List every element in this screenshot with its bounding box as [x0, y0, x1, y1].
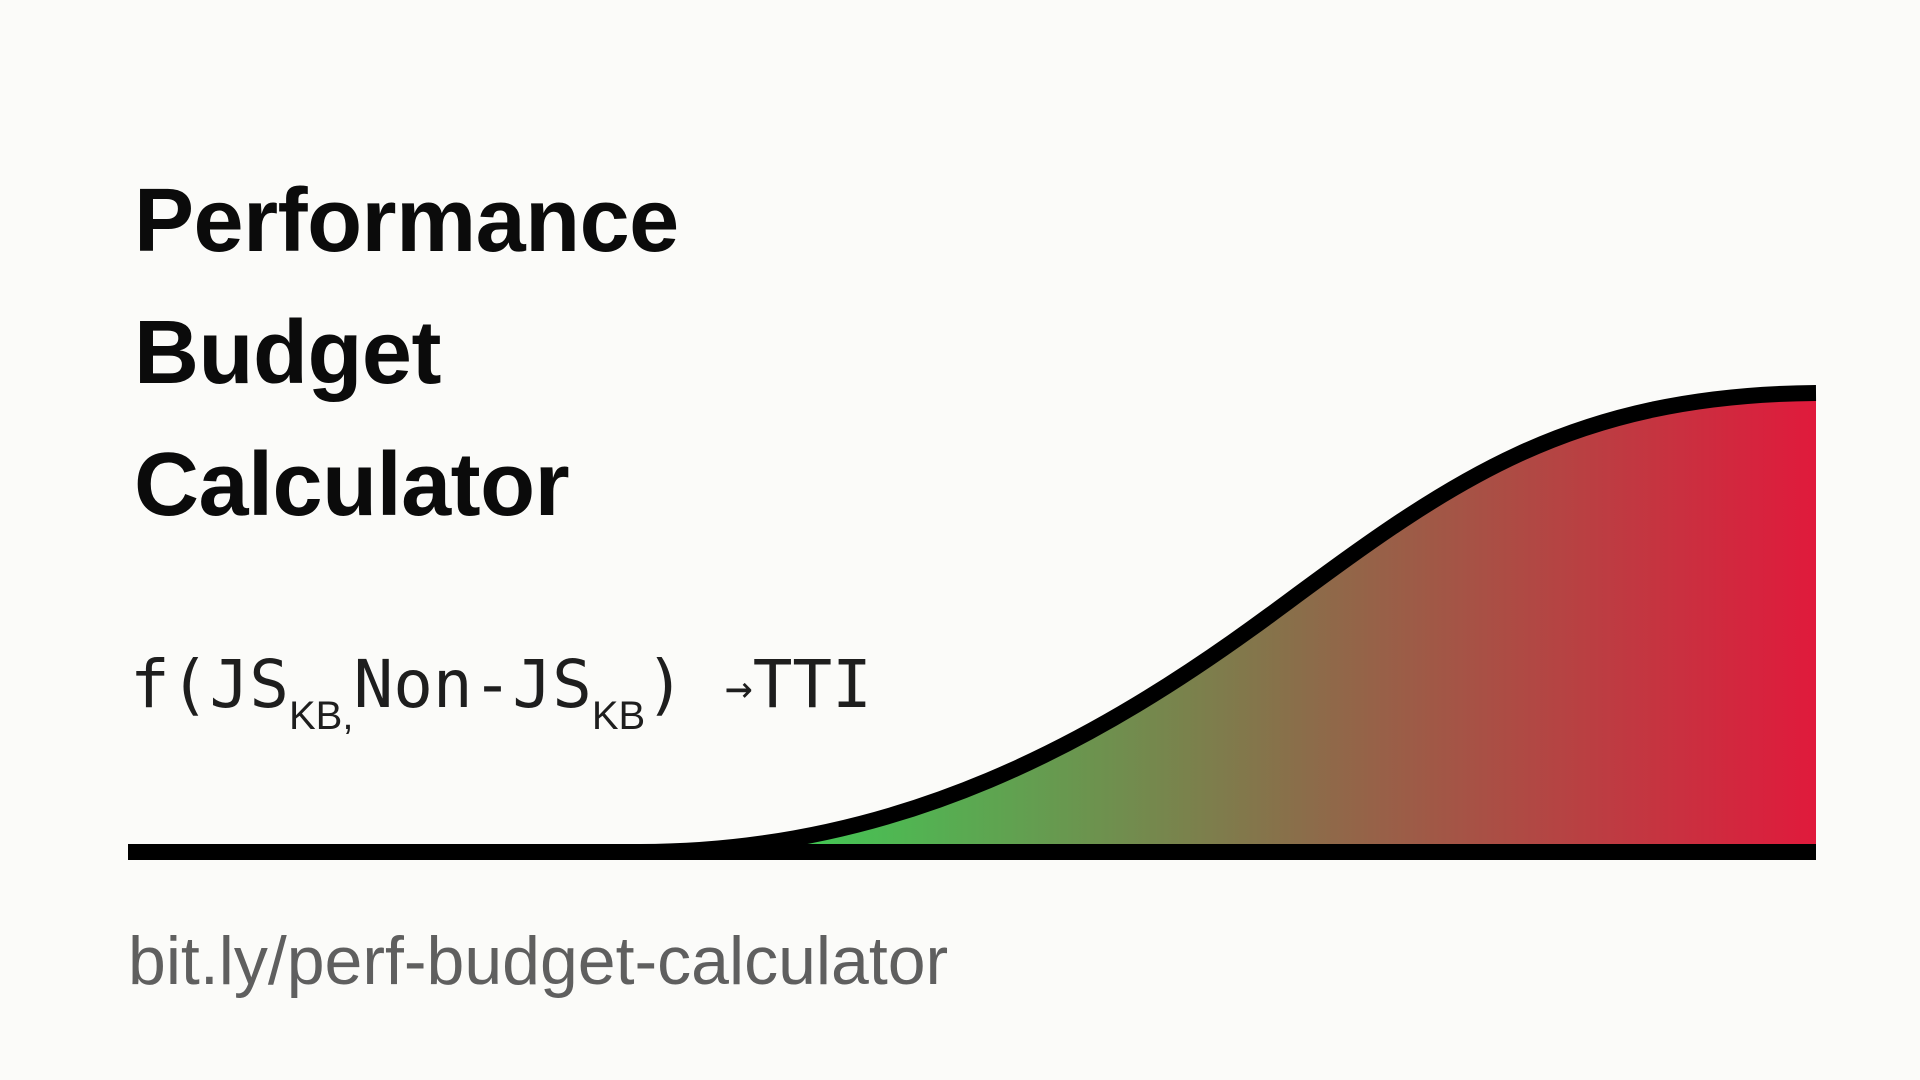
- formula-arg1-subscript: KB,: [288, 694, 354, 738]
- formula: f(JSKB,Non-JSKB) →TTI: [130, 640, 872, 739]
- slide-title: Performance Budget Calculator: [134, 155, 679, 551]
- formula-func: f(: [130, 646, 210, 723]
- formula-close: ): [645, 646, 685, 723]
- calculator-link[interactable]: bit.ly/perf-budget-calculator: [128, 923, 949, 999]
- formula-arg1: JS: [209, 646, 289, 723]
- title-line-3: Calculator: [134, 435, 570, 535]
- curve-fill-area: [640, 393, 1816, 852]
- formula-arg2: Non-JS: [353, 646, 592, 723]
- formula-arg2-subscript: KB: [591, 694, 646, 738]
- arrow-icon: →: [724, 660, 753, 714]
- formula-result: TTI: [752, 646, 872, 723]
- title-line-2: Budget: [134, 303, 441, 403]
- title-line-1: Performance: [134, 171, 679, 271]
- curve-line: [639, 385, 1817, 860]
